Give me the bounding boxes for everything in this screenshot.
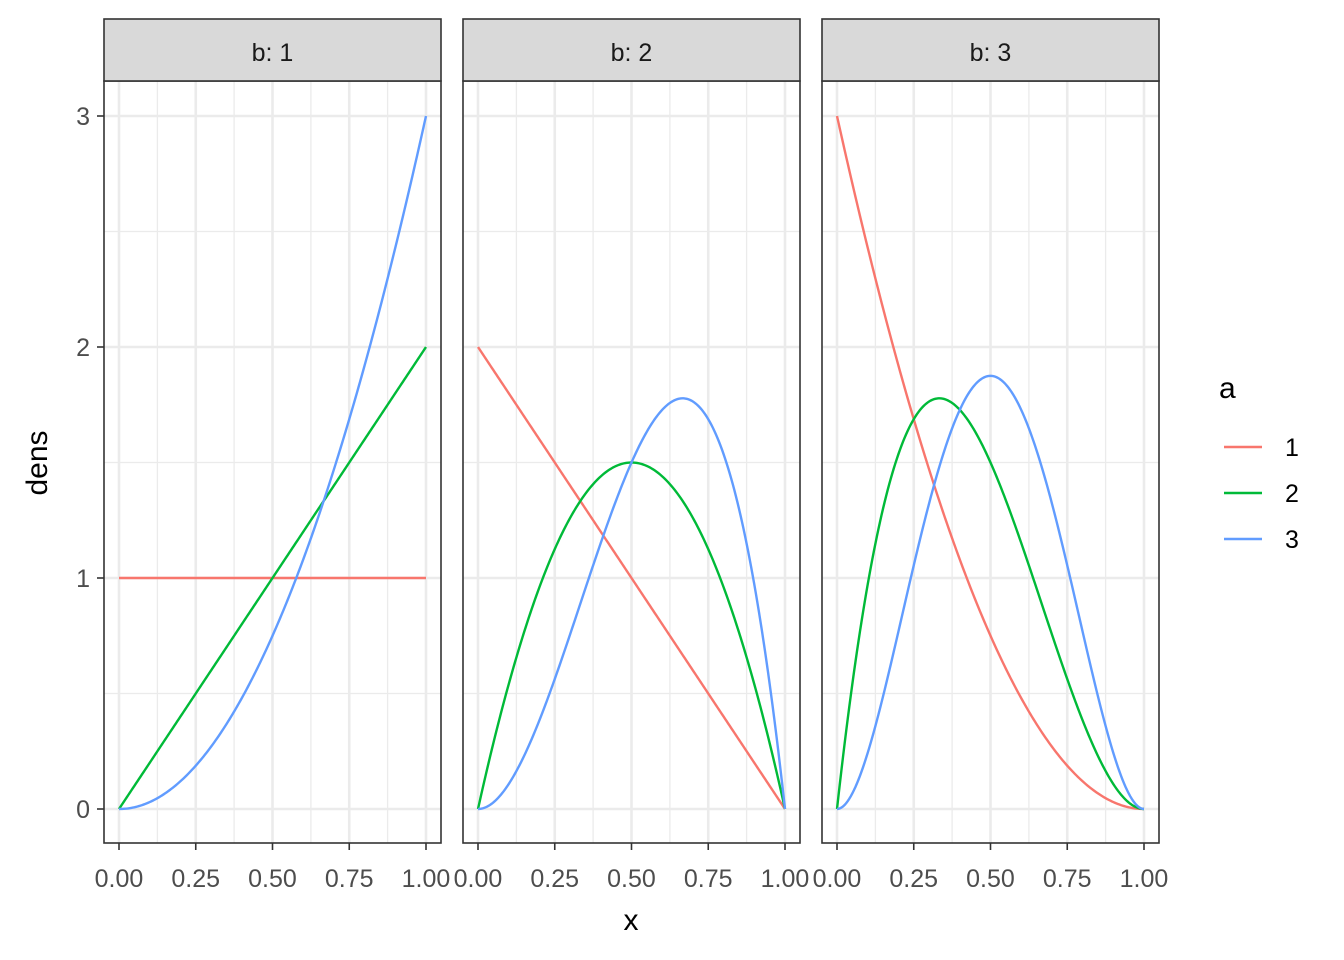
facet-strip-label: b: 1 [252, 39, 294, 67]
x-tick-label: 0.00 [813, 865, 862, 893]
legend-item-1: 1 [1224, 434, 1299, 462]
facet-strip-label: b: 2 [611, 39, 653, 67]
facet-panel-3: b: 3 0.00 0.25 0.50 0.75 1.00 [813, 18, 1169, 893]
x-tick-label: 0.00 [454, 865, 503, 893]
series-line-a-2 [117, 346, 427, 810]
series-line-a-3 [836, 374, 1145, 811]
series-line-a-1 [477, 346, 786, 810]
legend-item-2: 2 [1224, 480, 1299, 508]
x-tick-label: 0.50 [248, 865, 297, 893]
x-tick-label: 0.25 [530, 865, 579, 893]
facet-panel-2: b: 2 0.00 0.25 0.50 0.75 1.00 [454, 18, 810, 893]
x-axis-title: x [624, 904, 639, 937]
chart-panels: b: 1 0.00 0.25 0.50 0.75 1.00 0 1 2 3 b: 2 0.00 0.25… [76, 18, 1169, 893]
x-tick-label: 0.25 [171, 865, 220, 893]
x-tick-label: 0.75 [325, 865, 374, 893]
x-tick-label: 1.00 [761, 865, 810, 893]
x-tick-label: 0.25 [889, 865, 938, 893]
y-tick-label: 3 [76, 103, 90, 131]
x-tick-label: 0.75 [684, 865, 733, 893]
y-axis-title: dens [21, 430, 54, 495]
series-line-a-1 [835, 115, 1145, 811]
x-tick-label: 0.00 [95, 865, 144, 893]
legend-label: 1 [1285, 434, 1299, 462]
x-tick-label: 0.50 [966, 865, 1015, 893]
y-tick-label: 1 [76, 565, 90, 593]
legend-label: 2 [1285, 480, 1299, 508]
y-tick-label: 2 [76, 334, 90, 362]
y-tick-label: 0 [76, 796, 90, 824]
facet-panel-1: b: 1 0.00 0.25 0.50 0.75 1.00 0 1 2 3 [76, 18, 451, 893]
series-line-a-3 [477, 397, 787, 811]
x-tick-label: 1.00 [1120, 865, 1169, 893]
series-line-a-3 [118, 115, 428, 811]
legend-label: 3 [1285, 526, 1299, 554]
series-line-a-2 [835, 397, 1145, 811]
legend: a 1 2 3 [1219, 372, 1299, 554]
legend-title: a [1219, 372, 1236, 405]
facet-strip [821, 18, 1160, 82]
x-tick-label: 1.00 [402, 865, 451, 893]
facet-strip-label: b: 3 [970, 39, 1012, 67]
legend-item-3: 3 [1224, 526, 1299, 554]
x-tick-label: 0.75 [1043, 865, 1092, 893]
x-tick-label: 0.50 [607, 865, 656, 893]
facet-strip [103, 18, 442, 82]
facet-strip [462, 18, 801, 82]
